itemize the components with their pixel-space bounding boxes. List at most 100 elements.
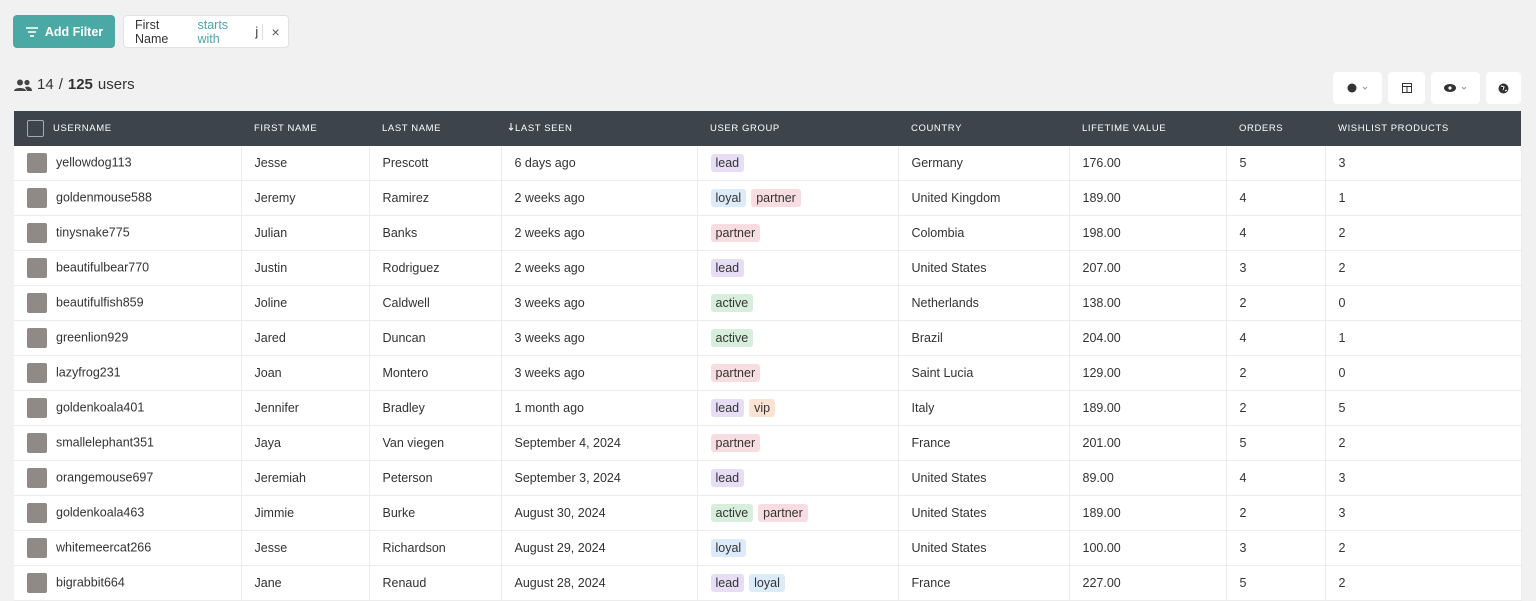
- add-filter-button[interactable]: Add Filter: [13, 15, 115, 48]
- sort-arrow: [508, 123, 514, 134]
- cell-lifetime-value: 89.00: [1069, 460, 1227, 496]
- cell-text: 176.00: [1082, 156, 1121, 170]
- cell-username: beautifulfish859: [14, 285, 242, 321]
- cell-first-name: Jeremiah: [241, 460, 370, 496]
- cell-username: tinysnake775: [14, 215, 242, 251]
- cell-username: lazyfrog231: [14, 355, 242, 391]
- cell-wishlist: 2: [1325, 530, 1522, 566]
- user-row[interactable]: lazyfrog231 Joan Montero 3 weeks ago partner…: [14, 355, 1522, 391]
- table-body: yellowdog113 Jesse Prescott 6 days ago lead G…: [14, 146, 1522, 601]
- cell-last-name: Caldwell: [369, 285, 502, 321]
- cell-text: Brazil: [911, 331, 943, 345]
- cell-text: 2: [1239, 401, 1247, 415]
- cell-groups: loyal: [697, 530, 899, 566]
- filter-chip[interactable]: First Name starts with j ×: [123, 15, 289, 48]
- cell-groups: lead loyal: [697, 565, 899, 601]
- user-row[interactable]: goldenkoala401 Jennifer Bradley 1 month ago…: [14, 390, 1522, 426]
- column-header[interactable]: USERNAME: [14, 111, 241, 146]
- group-tag: partner: [710, 434, 761, 452]
- cell-country: United States: [898, 460, 1070, 496]
- cell-orders: 3: [1226, 250, 1326, 286]
- cell-wishlist: 2: [1325, 565, 1522, 601]
- cell-text: beautifulbear770: [56, 260, 150, 275]
- cell-orders: 4: [1226, 215, 1326, 251]
- cell-text: 0: [1338, 366, 1346, 380]
- user-row[interactable]: greenlion929 Jared Duncan 3 weeks ago active…: [14, 320, 1522, 356]
- chart-icon: [1347, 83, 1367, 93]
- cell-text: 2: [1338, 226, 1346, 240]
- column-header[interactable]: WISHLIST PRODUCTS: [1325, 111, 1521, 146]
- group-tag: lead: [710, 259, 745, 277]
- cell-text: Julian: [254, 226, 288, 240]
- cell-text: 204.00: [1082, 331, 1121, 345]
- cell-wishlist: 0: [1325, 355, 1522, 391]
- column-header[interactable]: LAST NAME: [369, 111, 501, 146]
- user-row[interactable]: bigrabbit664 Jane Renaud August 28, 2024 lea…: [14, 565, 1522, 601]
- cell-text: Jennifer: [254, 401, 299, 415]
- cell-text: Jaya: [254, 436, 281, 450]
- cell-text: 138.00: [1082, 296, 1121, 310]
- cell-text: 1: [1338, 331, 1346, 345]
- select-all-checkbox[interactable]: [27, 120, 44, 137]
- users-icon: [14, 79, 32, 91]
- cell-last-seen: September 3, 2024: [501, 460, 698, 496]
- user-row[interactable]: beautifulfish859 Joline Caldwell 3 weeks ag…: [14, 285, 1522, 321]
- user-row[interactable]: beautifulbear770 Justin Rodriguez 2 weeks a…: [14, 250, 1522, 286]
- user-row[interactable]: whitemeercat266 Jesse Richardson August 29,…: [14, 530, 1522, 566]
- user-row[interactable]: yellowdog113 Jesse Prescott 6 days ago lead G…: [14, 146, 1522, 181]
- column-title: ORDERS: [1239, 123, 1284, 134]
- globe-button[interactable]: [1486, 72, 1521, 104]
- column-header[interactable]: LIFETIME VALUE: [1069, 111, 1226, 146]
- column-header[interactable]: FIRST NAME: [241, 111, 369, 146]
- cell-text: goldenmouse588: [56, 190, 152, 205]
- cell-orders: 5: [1226, 146, 1326, 181]
- cell-text: 207.00: [1082, 261, 1121, 275]
- user-row[interactable]: goldenmouse588 Jeremy Ramirez 2 weeks ago lo…: [14, 180, 1522, 216]
- cell-text: United States: [911, 261, 987, 275]
- cell-wishlist: 2: [1325, 215, 1522, 251]
- avatar: [27, 258, 47, 278]
- cell-last-name: Peterson: [369, 460, 502, 496]
- column-header[interactable]: ORDERS: [1226, 111, 1325, 146]
- user-row[interactable]: goldenkoala463 Jimmie Burke August 30, 2024…: [14, 495, 1522, 531]
- cell-groups: partner: [697, 355, 899, 391]
- cell-orders: 5: [1226, 565, 1326, 601]
- cell-first-name: Jaya: [241, 425, 370, 461]
- user-row[interactable]: tinysnake775 Julian Banks 2 weeks ago partne…: [14, 215, 1522, 251]
- column-title: USERNAME: [53, 123, 112, 135]
- cell-first-name: Julian: [241, 215, 370, 251]
- visibility-button[interactable]: [1431, 72, 1480, 104]
- cell-text: Jane: [254, 576, 282, 590]
- cell-text: United States: [911, 506, 987, 520]
- cell-text: Banks: [382, 226, 418, 240]
- cell-text: Jared: [254, 331, 286, 345]
- cell-lifetime-value: 100.00: [1069, 530, 1227, 566]
- column-header[interactable]: LAST SEEN: [501, 111, 697, 146]
- cell-first-name: Joline: [241, 285, 370, 321]
- cell-text: 4: [1239, 226, 1247, 240]
- add-filter-label: Add Filter: [44, 24, 104, 39]
- layout-button[interactable]: [1388, 72, 1425, 104]
- avatar: [27, 433, 47, 453]
- cell-orders: 2: [1226, 390, 1326, 426]
- cell-text: United States: [911, 471, 987, 485]
- cell-last-name: Rodriguez: [369, 250, 502, 286]
- column-header[interactable]: USER GROUP: [697, 111, 898, 146]
- user-row[interactable]: orangemouse697 Jeremiah Peterson September …: [14, 460, 1522, 496]
- cell-text: 2: [1338, 541, 1346, 555]
- cell-groups: partner: [697, 215, 899, 251]
- cell-text: Netherlands: [911, 296, 979, 310]
- group-tag: lead: [710, 469, 745, 487]
- cell-lifetime-value: 189.00: [1069, 495, 1227, 531]
- cell-last-name: Prescott: [369, 146, 502, 181]
- chart-button[interactable]: [1333, 72, 1382, 104]
- remove-filter[interactable]: ×: [262, 23, 288, 40]
- column-header[interactable]: COUNTRY: [898, 111, 1069, 146]
- cell-last-name: Renaud: [369, 565, 502, 601]
- cell-wishlist: 1: [1325, 320, 1522, 356]
- user-row[interactable]: smallelephant351 Jaya Van viegen September …: [14, 425, 1522, 461]
- sort-icon: [508, 123, 514, 131]
- cell-username: smallelephant351: [14, 425, 242, 461]
- cell-country: United States: [898, 250, 1070, 286]
- cell-text: 3: [1338, 156, 1346, 170]
